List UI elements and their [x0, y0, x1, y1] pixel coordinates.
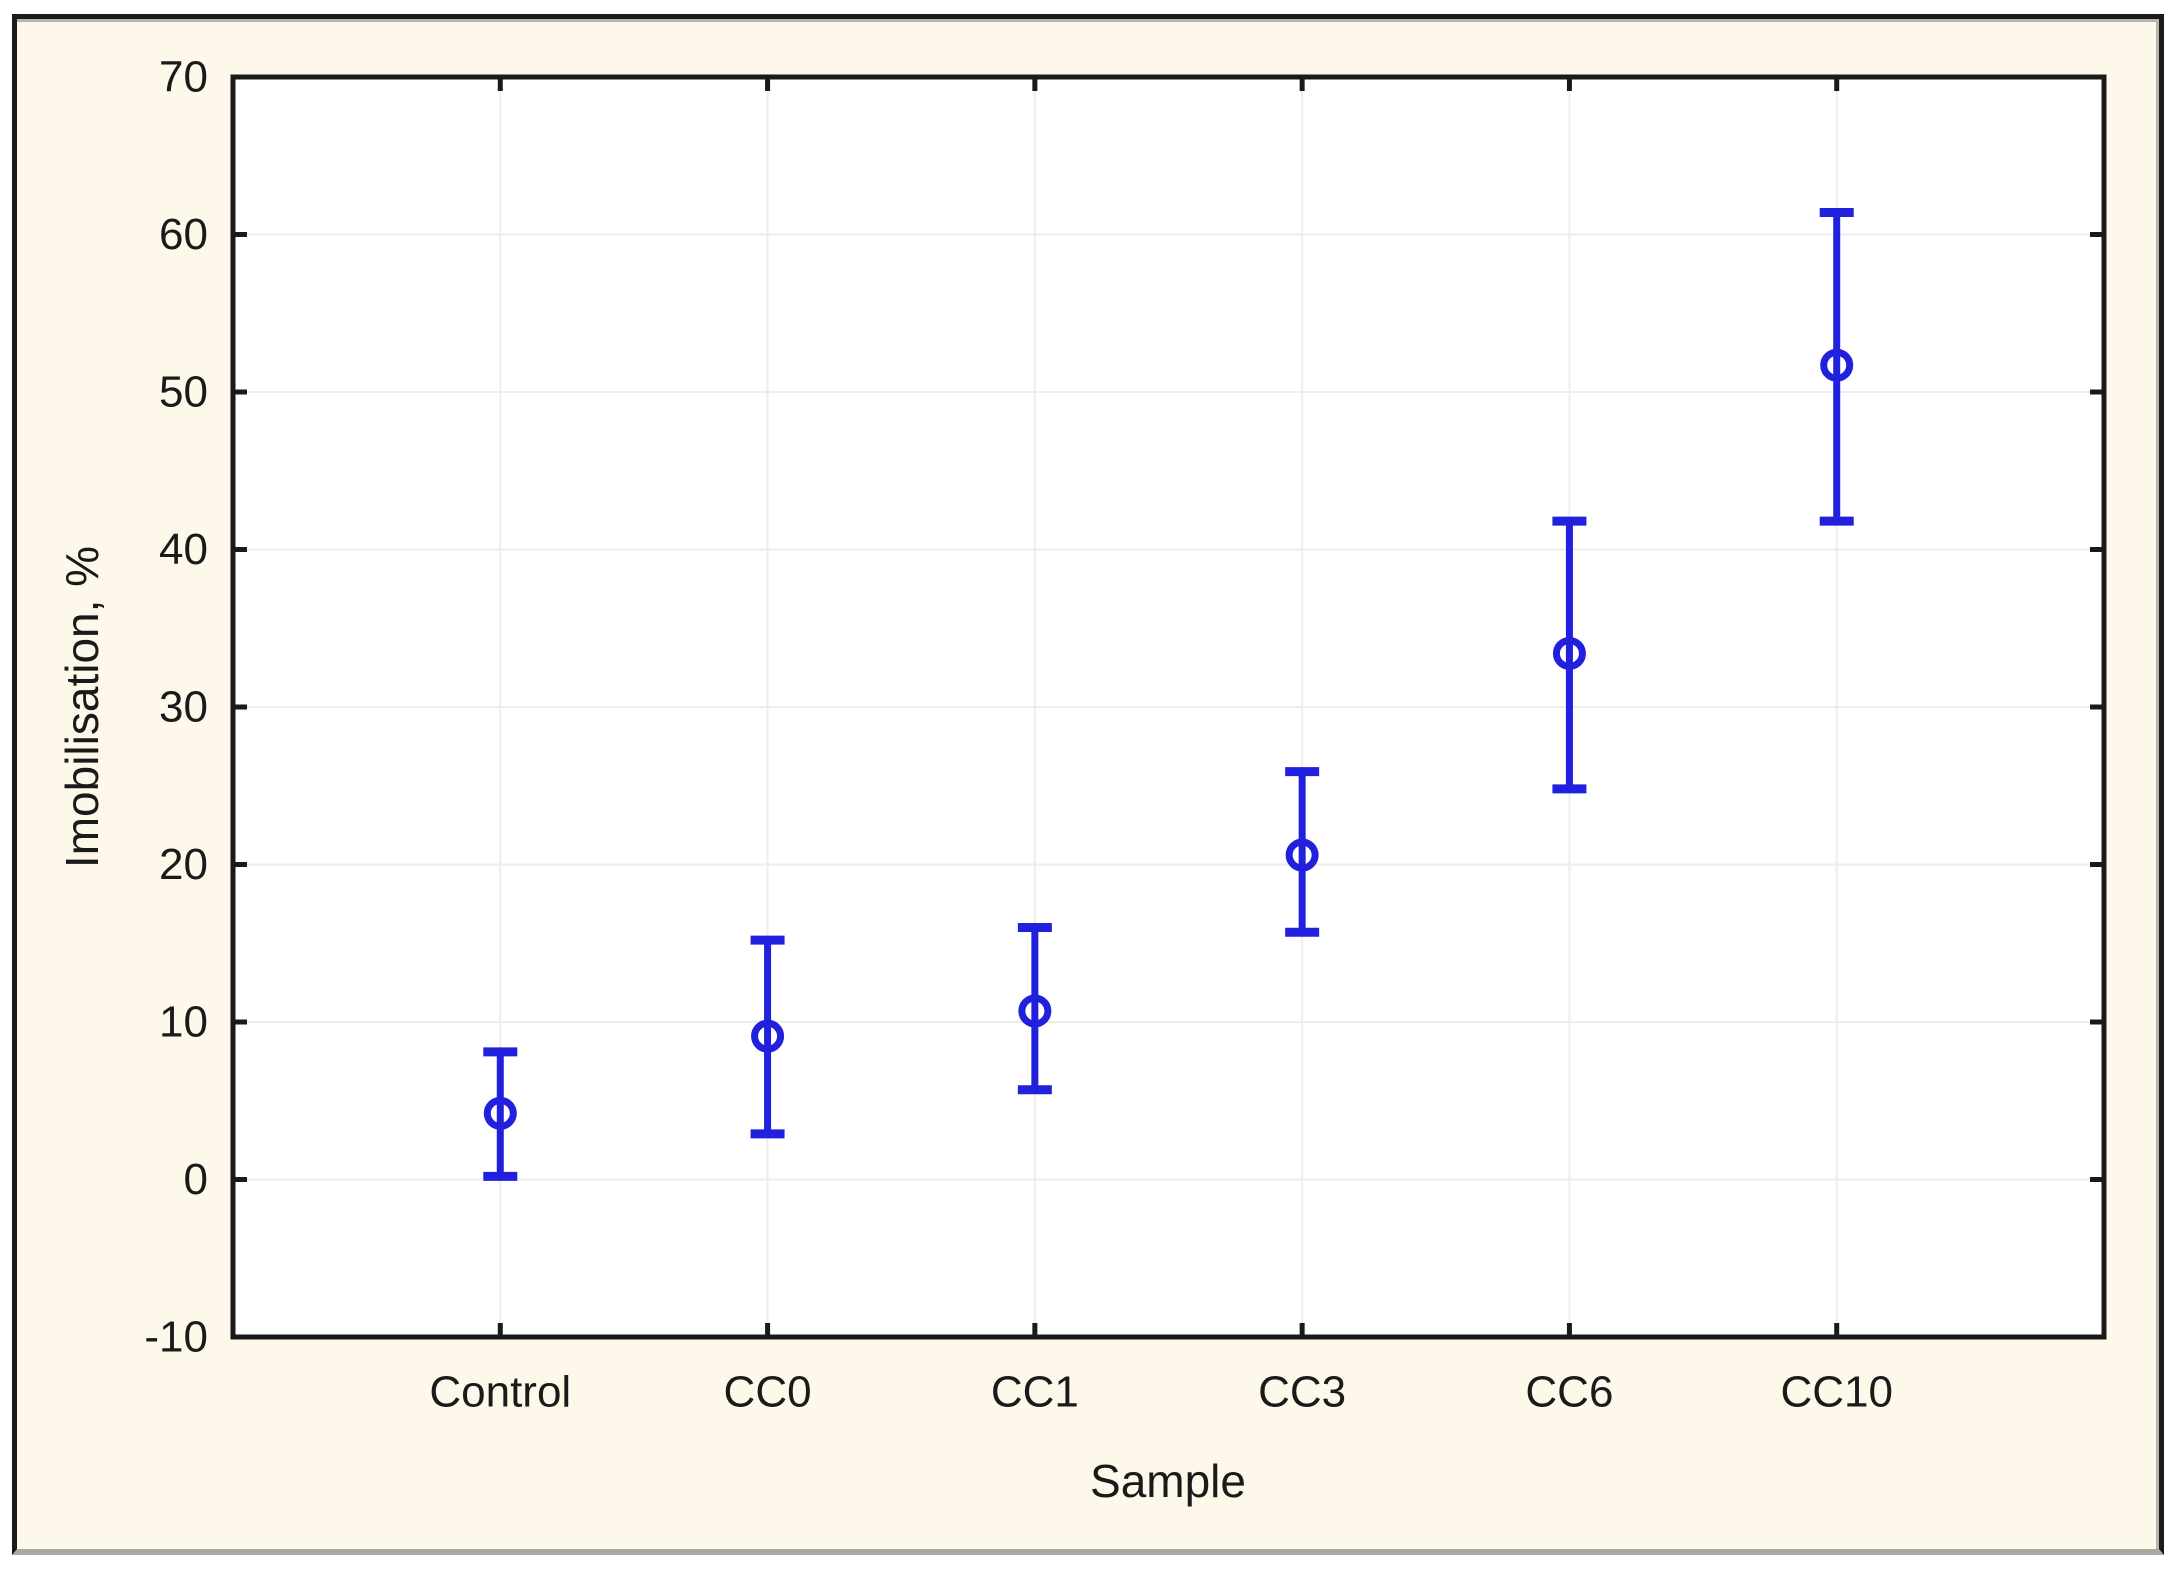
y-tick-label: 50	[159, 368, 208, 417]
data-point-marker	[1552, 636, 1586, 670]
y-tick-label: 30	[159, 683, 208, 732]
y-tick-label: 10	[159, 998, 208, 1047]
data-point-marker	[483, 1096, 517, 1130]
y-axis-title: Imobilisation, %	[56, 546, 108, 868]
x-category-label: CC6	[1525, 1368, 1613, 1417]
y-tick-label: 40	[159, 525, 208, 574]
y-tick-label: -10	[144, 1313, 208, 1362]
data-point-marker	[1285, 838, 1319, 872]
data-point-marker	[1820, 348, 1854, 382]
x-category-label: CC10	[1780, 1368, 1893, 1417]
y-tick-label: 20	[159, 840, 208, 889]
x-category-label: Control	[429, 1368, 571, 1417]
x-category-label: CC0	[724, 1368, 812, 1417]
y-tick-label: 60	[159, 210, 208, 259]
data-point-marker	[751, 1019, 785, 1053]
x-axis-title: Sample	[1090, 1455, 1246, 1507]
x-category-label: CC3	[1258, 1368, 1346, 1417]
chart-generated-layer: -10 0 10 20 30 40 50 60 70 Control CC0 CC1 CC3 CC6 CC1…	[144, 53, 2107, 1417]
y-tick-label: 70	[159, 53, 208, 102]
errorbar-chart: -10 0 10 20 30 40 50 60 70 Control CC0 CC1 CC3 CC6 CC1…	[56, 53, 2107, 1507]
y-tick-label: 0	[184, 1155, 208, 1204]
data-point-marker	[1018, 994, 1052, 1028]
chart-panel: -10 0 10 20 30 40 50 60 70 Control CC0 CC1 CC3 CC6 CC1…	[12, 14, 2164, 1555]
x-category-label: CC1	[991, 1368, 1079, 1417]
